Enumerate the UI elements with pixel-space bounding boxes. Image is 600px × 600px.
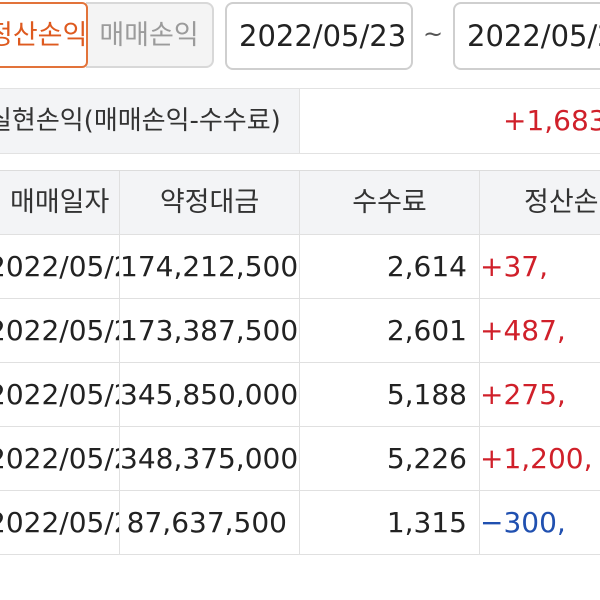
date-from-field[interactable]: 2022/05/23 <box>225 2 413 70</box>
header-settled-pl: 정산손익 <box>524 187 600 218</box>
header-fee: 수수료 <box>300 171 480 234</box>
row-settled-pl: +37, <box>480 250 548 283</box>
row-date: 2022/05/27 <box>0 235 120 298</box>
row-fee: 5,226 <box>300 427 480 490</box>
row-settled-pl: +487, <box>480 314 566 347</box>
row-date: 2022/05/23 <box>0 491 120 554</box>
row-amount: 348,375,000 <box>120 427 300 490</box>
realized-pl-summary: 실현손익(매매손익-수수료) +1,683,000 <box>0 88 600 154</box>
table-row[interactable]: 2022/05/23 87,637,500 1,315 −300, <box>0 491 600 555</box>
row-date: 2022/05/24 <box>0 427 120 490</box>
row-fee: 1,315 <box>300 491 480 554</box>
row-fee: 5,188 <box>300 363 480 426</box>
row-amount: 173,387,500 <box>120 299 300 362</box>
row-date: 2022/05/26 <box>0 299 120 362</box>
row-amount: 174,212,500 <box>120 235 300 298</box>
table-row[interactable]: 2022/05/24 348,375,000 5,226 +1,200, <box>0 427 600 491</box>
table-row[interactable]: 2022/05/27 174,212,500 2,614 +37, <box>0 235 600 299</box>
daily-pl-table: 매매일자 약정대금 수수료 정산손익 2022/05/27 174,212,50… <box>0 170 600 555</box>
header-trade-date: 매매일자 <box>0 171 120 234</box>
row-amount: 345,850,000 <box>120 363 300 426</box>
row-settled-pl: +1,200, <box>480 442 593 475</box>
row-fee: 2,601 <box>300 299 480 362</box>
realized-pl-value: +1,683,000 <box>503 104 600 137</box>
row-amount: 87,637,500 <box>120 491 300 554</box>
row-settled-pl: −300, <box>480 506 566 539</box>
table-row[interactable]: 2022/05/26 173,387,500 2,601 +487, <box>0 299 600 363</box>
row-settled-pl: +275, <box>480 378 566 411</box>
table-header-row: 매매일자 약정대금 수수료 정산손익 <box>0 171 600 235</box>
date-range-separator: ~ <box>423 20 444 48</box>
table-row[interactable]: 2022/05/25 345,850,000 5,188 +275, <box>0 363 600 427</box>
row-date: 2022/05/25 <box>0 363 120 426</box>
tab-trade-pl[interactable]: 매매손익 <box>86 2 214 68</box>
tab-settled-pl[interactable]: 정산손익 <box>0 2 88 68</box>
header-contract-amount: 약정대금 <box>120 171 300 234</box>
realized-pl-label: 실현손익(매매손익-수수료) <box>0 89 300 153</box>
row-fee: 2,614 <box>300 235 480 298</box>
date-to-field[interactable]: 2022/05/27 <box>453 2 600 70</box>
